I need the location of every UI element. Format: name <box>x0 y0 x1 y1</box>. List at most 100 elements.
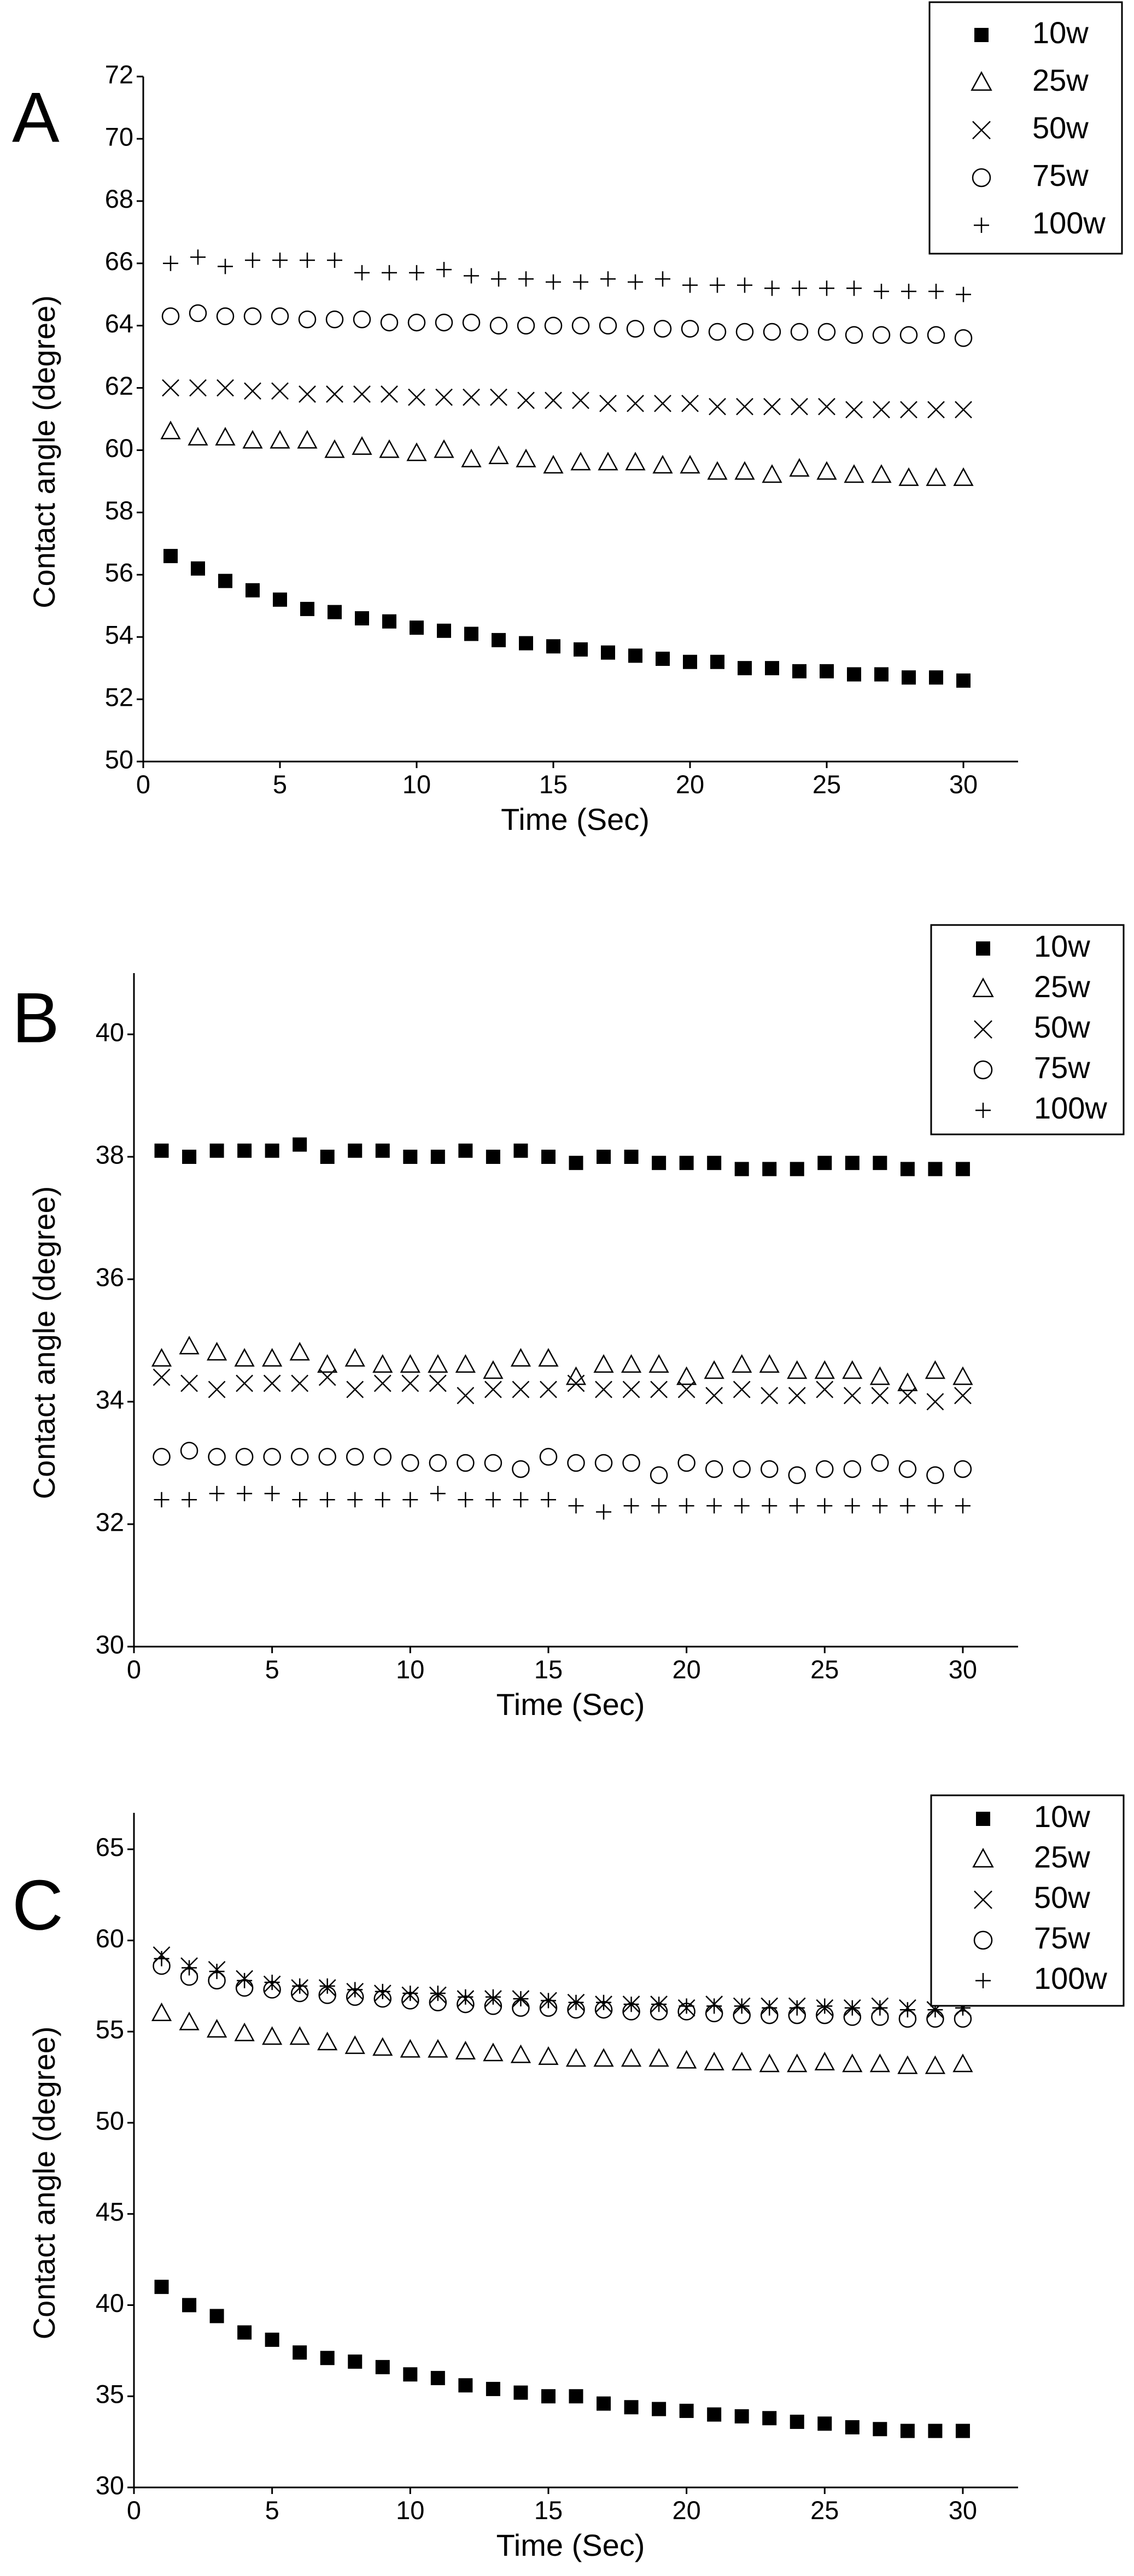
x-tick-label: 20 <box>672 2496 700 2525</box>
data-point-50w <box>650 1380 668 1398</box>
data-point-25w <box>428 2039 448 2058</box>
data-point-25w <box>842 2053 863 2072</box>
data-point-25w <box>621 1354 642 1373</box>
legend-box <box>928 1 1123 255</box>
data-point-25w <box>262 1348 283 1367</box>
y-tick-label: 58 <box>105 496 133 525</box>
data-point-75w <box>871 1454 889 1472</box>
data-point-50w <box>627 395 644 412</box>
data-point-50w <box>791 397 808 415</box>
data-point-100w <box>844 1498 860 1514</box>
data-point-50w <box>954 1386 972 1404</box>
data-point-50w <box>189 379 207 397</box>
data-point-10w <box>403 2367 418 2382</box>
data-point-100w <box>623 1498 639 1514</box>
data-point-100w <box>600 271 616 287</box>
data-point-100w <box>899 1498 915 1514</box>
y-tick-label: 40 <box>96 2288 124 2317</box>
data-point-75w <box>401 1454 419 1472</box>
legend-marker-25w <box>972 977 994 998</box>
data-point-10w <box>873 1156 887 1170</box>
data-point-75w <box>735 323 754 341</box>
data-point-10w <box>486 1150 500 1164</box>
data-point-75w <box>705 1460 723 1478</box>
y-tick-label: 30 <box>96 2470 124 2499</box>
data-point-25w <box>762 464 782 483</box>
data-point-10w <box>513 1143 528 1158</box>
x-tick-label: 0 <box>127 2496 141 2525</box>
data-point-25w <box>814 2052 835 2071</box>
series-75w <box>161 304 973 347</box>
data-point-10w <box>458 2378 473 2393</box>
data-point-25w <box>680 455 700 474</box>
legend-marker-10w <box>976 941 990 956</box>
data-point-50w <box>517 391 535 409</box>
data-point-10w <box>601 645 615 660</box>
data-point-100w <box>546 274 561 290</box>
data-point-50w <box>709 397 726 415</box>
data-point-100w <box>430 1486 446 1501</box>
data-point-75w <box>926 1466 944 1484</box>
series-10w <box>154 1137 970 1176</box>
data-point-10w <box>873 2422 887 2437</box>
data-point-10w <box>955 1162 970 1176</box>
legend-marker-25w <box>972 1847 994 1868</box>
data-point-10w <box>790 1162 804 1176</box>
data-point-25w <box>483 2042 504 2062</box>
data-point-10w <box>237 1143 252 1158</box>
data-point-10w <box>293 1137 307 1152</box>
data-point-100w <box>651 1997 667 2012</box>
data-point-10w <box>430 1150 445 1164</box>
data-point-75w <box>816 1460 834 1478</box>
x-tick-label: 10 <box>402 770 431 799</box>
x-tick-label: 0 <box>136 770 150 799</box>
data-point-100w <box>182 1492 197 1508</box>
data-point-25w <box>206 1342 227 1361</box>
data-point-100w <box>540 1492 556 1508</box>
series-10w <box>163 549 971 688</box>
data-point-50w <box>236 1374 254 1392</box>
x-tick-label: 30 <box>949 770 978 799</box>
data-point-100w <box>734 1498 750 1514</box>
data-point-25w <box>455 2041 476 2060</box>
data-point-100w <box>872 2000 888 2016</box>
data-point-50w <box>926 1393 944 1410</box>
data-point-50w <box>353 385 371 403</box>
y-axis-title: Contact angle (degree) <box>27 1186 61 1500</box>
data-point-25w <box>707 461 728 480</box>
data-point-75w <box>567 1454 585 1472</box>
y-tick-label: 60 <box>96 1924 124 1953</box>
data-point-10w <box>738 661 752 676</box>
data-point-75w <box>517 317 535 335</box>
data-point-10w <box>597 2396 611 2411</box>
series-100w <box>163 249 971 302</box>
data-point-25w <box>652 455 673 474</box>
data-point-10w <box>430 2370 445 2385</box>
x-tick-label: 20 <box>676 770 704 799</box>
data-point-10w <box>320 1150 335 1164</box>
data-point-100w <box>237 1486 253 1501</box>
data-point-10w <box>182 1150 197 1164</box>
data-point-25w <box>538 1348 559 1367</box>
data-point-50w <box>705 1386 723 1404</box>
data-point-25w <box>344 2035 365 2054</box>
legend-label: 10w <box>1034 1799 1090 1834</box>
data-point-75w <box>457 1454 475 1472</box>
data-point-100w <box>596 1504 612 1520</box>
data-point-100w <box>272 253 288 268</box>
data-point-100w <box>485 1989 501 2005</box>
data-point-100w <box>792 280 807 296</box>
data-point-100w <box>789 2000 805 2016</box>
y-tick-label: 36 <box>96 1262 124 1291</box>
data-point-10w <box>265 1143 279 1158</box>
data-point-100w <box>706 1998 722 2014</box>
data-point-10w <box>154 2280 169 2294</box>
data-point-25w <box>648 1354 669 1373</box>
data-point-25w <box>434 439 454 458</box>
data-point-10w <box>293 2345 307 2360</box>
data-point-25w <box>814 1360 835 1379</box>
data-point-100w <box>628 274 643 290</box>
legend-label: 100w <box>1034 1961 1107 1995</box>
x-tick-label: 15 <box>539 770 568 799</box>
data-point-10w <box>762 1162 777 1176</box>
